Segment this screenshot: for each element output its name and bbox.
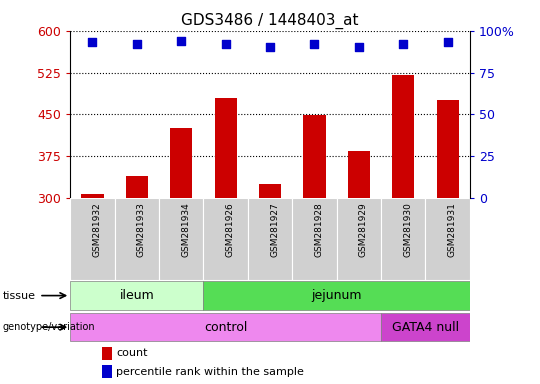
Text: GSM281931: GSM281931 <box>448 202 457 257</box>
Bar <box>114 198 159 280</box>
Bar <box>70 313 381 341</box>
Point <box>177 38 186 44</box>
Text: GATA4 null: GATA4 null <box>392 321 459 334</box>
Bar <box>70 198 114 280</box>
Point <box>132 41 141 47</box>
Bar <box>248 198 292 280</box>
Text: jejunum: jejunum <box>312 289 362 302</box>
Text: control: control <box>204 321 247 334</box>
Text: GSM281926: GSM281926 <box>226 202 234 257</box>
Bar <box>436 101 458 198</box>
Bar <box>170 128 192 198</box>
Text: count: count <box>116 348 147 358</box>
Bar <box>82 194 104 198</box>
Text: GSM281933: GSM281933 <box>137 202 146 257</box>
Bar <box>426 198 470 280</box>
Bar <box>159 198 204 280</box>
Point <box>88 39 97 45</box>
Text: GSM281930: GSM281930 <box>403 202 412 257</box>
Bar <box>336 198 381 280</box>
Bar <box>348 151 370 198</box>
Text: GSM281929: GSM281929 <box>359 202 368 257</box>
Bar <box>381 313 470 341</box>
Point <box>354 45 363 51</box>
Bar <box>102 347 112 360</box>
Text: GSM281934: GSM281934 <box>181 202 190 257</box>
Bar <box>259 184 281 198</box>
Title: GDS3486 / 1448403_at: GDS3486 / 1448403_at <box>181 13 359 29</box>
Text: tissue: tissue <box>3 291 36 301</box>
Bar <box>381 198 426 280</box>
Bar <box>392 75 414 198</box>
Bar <box>204 281 470 310</box>
Bar <box>126 176 148 198</box>
Bar <box>292 198 336 280</box>
Point <box>310 41 319 47</box>
Text: GSM281927: GSM281927 <box>270 202 279 257</box>
Bar <box>303 116 326 198</box>
Bar <box>214 98 237 198</box>
Point <box>221 41 230 47</box>
Text: genotype/variation: genotype/variation <box>3 322 96 332</box>
Text: GSM281928: GSM281928 <box>314 202 323 257</box>
Bar <box>70 281 204 310</box>
Bar <box>204 198 248 280</box>
Point <box>399 41 408 47</box>
Bar <box>102 365 112 378</box>
Text: ileum: ileum <box>119 289 154 302</box>
Text: GSM281932: GSM281932 <box>92 202 102 257</box>
Text: percentile rank within the sample: percentile rank within the sample <box>116 367 304 377</box>
Point <box>443 39 452 45</box>
Point <box>266 45 274 51</box>
